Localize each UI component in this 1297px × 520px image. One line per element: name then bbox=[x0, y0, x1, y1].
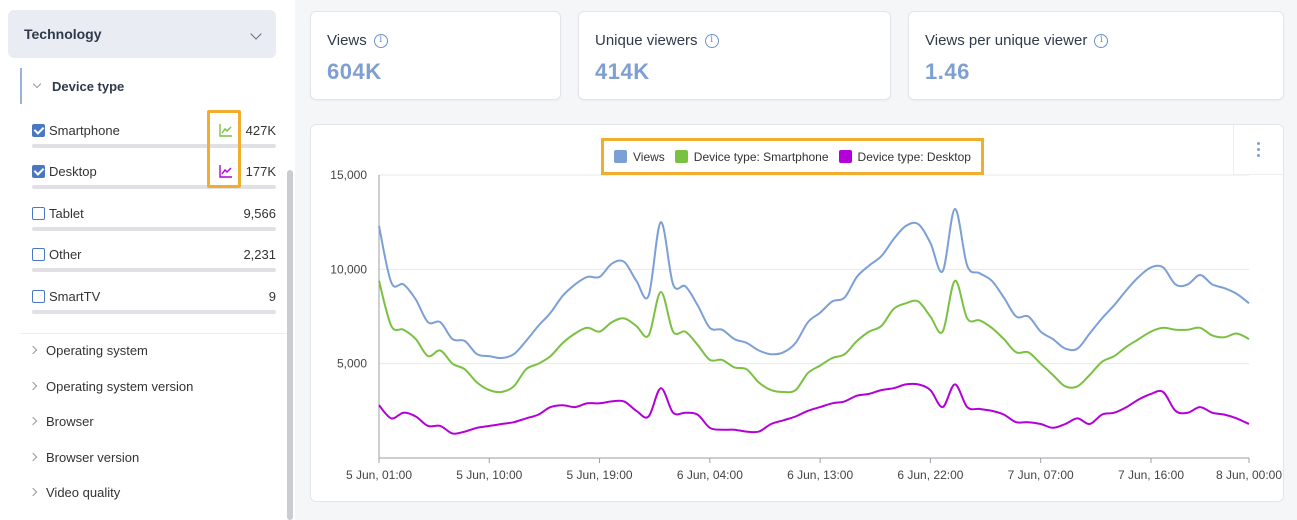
sidebar-scrollbar[interactable] bbox=[287, 170, 293, 520]
legend-swatch bbox=[838, 150, 852, 163]
kpi-value: 1.46 bbox=[925, 59, 970, 84]
group-label: Operating system version bbox=[46, 378, 194, 394]
filter-value: 9 bbox=[268, 289, 276, 304]
line-chart-icon[interactable] bbox=[218, 163, 234, 179]
legend-swatch bbox=[614, 150, 627, 163]
x-tick-label: 5 Jun, 10:00 bbox=[456, 468, 522, 482]
group-label: Video quality bbox=[46, 484, 121, 500]
filter-name: Tablet bbox=[49, 206, 84, 221]
filter-row-other[interactable]: Other 2,231 bbox=[32, 245, 276, 275]
y-tick-label: 10,000 bbox=[330, 262, 367, 276]
legend-swatch bbox=[674, 150, 688, 163]
legend-label: Device type: Smartphone bbox=[693, 149, 829, 164]
technology-section-header[interactable]: Technology bbox=[8, 10, 276, 58]
views-chart-card: 15,000 10,000 5,000 5 Jun, 01:00 5 Jun, 10:0… bbox=[310, 124, 1284, 502]
group-label: Operating system bbox=[46, 342, 148, 358]
filter-name: Desktop bbox=[49, 164, 97, 179]
info-icon[interactable] bbox=[1094, 33, 1109, 48]
x-tick-label: 7 Jun, 07:00 bbox=[1008, 468, 1074, 482]
info-icon[interactable] bbox=[704, 33, 719, 48]
x-tick-label: 6 Jun, 13:00 bbox=[787, 468, 853, 482]
filter-name: Other bbox=[49, 247, 82, 262]
collapsed-group-video-quality[interactable]: Video quality bbox=[28, 477, 121, 507]
chevron-right-icon bbox=[28, 487, 38, 497]
kpi-card-views: Views 604K bbox=[310, 11, 561, 100]
series-line-0[interactable] bbox=[378, 207, 1250, 360]
kebab-menu-icon[interactable] bbox=[1233, 125, 1283, 175]
filter-checkbox[interactable] bbox=[32, 248, 45, 261]
chevron-down-icon bbox=[250, 28, 262, 40]
x-tick-label: 8 Jun, 00:00 bbox=[1216, 468, 1282, 482]
section-title: Technology bbox=[24, 26, 102, 42]
x-tick-label: 6 Jun, 22:00 bbox=[897, 468, 963, 482]
filter-checkbox[interactable] bbox=[32, 124, 45, 137]
filter-row-desktop[interactable]: Desktop 177K bbox=[32, 162, 276, 192]
kpi-value: 604K bbox=[327, 59, 382, 84]
legend-item[interactable]: Device type: Smartphone bbox=[674, 149, 829, 164]
filter-sidebar: Technology Device type Smartphone 427K Des… bbox=[0, 0, 295, 520]
y-tick-label: 5,000 bbox=[337, 357, 367, 371]
filter-checkbox[interactable] bbox=[32, 290, 45, 303]
x-tick-label: 5 Jun, 01:00 bbox=[346, 468, 412, 482]
filter-checkbox[interactable] bbox=[32, 207, 45, 220]
collapsed-group-operating-system-version[interactable]: Operating system version bbox=[28, 371, 194, 401]
collapsed-group-browser[interactable]: Browser bbox=[28, 406, 94, 436]
legend-label: Device type: Desktop bbox=[857, 149, 971, 164]
group-label: Browser version bbox=[46, 449, 140, 465]
info-icon[interactable] bbox=[373, 33, 388, 48]
filter-value: 177K bbox=[245, 164, 276, 179]
chevron-right-icon bbox=[28, 416, 38, 426]
filter-share-bar bbox=[32, 227, 276, 231]
device-type-group[interactable]: Device type bbox=[20, 68, 280, 104]
kpi-label: Views per unique viewer bbox=[925, 32, 1088, 49]
collapsed-group-browser-version[interactable]: Browser version bbox=[28, 442, 140, 472]
chart-legend: Views Device type: Smartphone Device type:… bbox=[601, 138, 984, 175]
filter-row-smartphone[interactable]: Smartphone 427K bbox=[32, 121, 276, 151]
kpi-card-views-per-viewer: Views per unique viewer 1.46 bbox=[908, 11, 1284, 100]
x-tick-label: 6 Jun, 04:00 bbox=[677, 468, 743, 482]
group-label: Browser bbox=[46, 413, 94, 429]
group-title: Device type bbox=[52, 78, 125, 94]
chevron-right-icon bbox=[28, 345, 38, 355]
filter-value: 9,566 bbox=[243, 206, 276, 221]
legend-item[interactable]: Device type: Desktop bbox=[838, 149, 971, 164]
collapsed-group-operating-system[interactable]: Operating system bbox=[28, 335, 148, 365]
kpi-label: Views bbox=[327, 32, 367, 49]
views-line-chart: 15,000 10,000 5,000 5 Jun, 01:00 5 Jun, 10:0… bbox=[330, 168, 1282, 482]
kpi-label: Unique viewers bbox=[595, 32, 698, 49]
kpi-value: 414K bbox=[595, 59, 650, 84]
filter-row-smarttv[interactable]: SmartTV 9 bbox=[32, 287, 276, 317]
kpi-card-unique-viewers: Unique viewers 414K bbox=[578, 11, 891, 100]
filter-value: 427K bbox=[245, 123, 276, 138]
filter-share-bar bbox=[32, 144, 276, 148]
filter-share-bar bbox=[32, 268, 276, 272]
filter-checkbox[interactable] bbox=[32, 165, 45, 178]
legend-item[interactable]: Views bbox=[614, 150, 665, 164]
filter-share-bar bbox=[32, 310, 276, 314]
y-tick-label: 15,000 bbox=[330, 168, 367, 182]
filter-value: 2,231 bbox=[243, 247, 276, 262]
chevron-right-icon bbox=[28, 452, 38, 462]
series-line-1[interactable] bbox=[378, 279, 1250, 394]
x-tick-label: 5 Jun, 19:00 bbox=[567, 468, 633, 482]
x-tick-label: 7 Jun, 16:00 bbox=[1118, 468, 1184, 482]
filter-name: SmartTV bbox=[49, 289, 101, 304]
divider bbox=[20, 333, 288, 334]
line-chart-icon[interactable] bbox=[218, 122, 234, 138]
filter-share-bar bbox=[32, 185, 276, 189]
chevron-right-icon bbox=[28, 381, 38, 391]
legend-label: Views bbox=[633, 149, 665, 164]
series-line-2[interactable] bbox=[378, 382, 1250, 435]
chevron-down-icon bbox=[32, 79, 42, 89]
filter-name: Smartphone bbox=[49, 123, 120, 138]
filter-row-tablet[interactable]: Tablet 9,566 bbox=[32, 204, 276, 234]
